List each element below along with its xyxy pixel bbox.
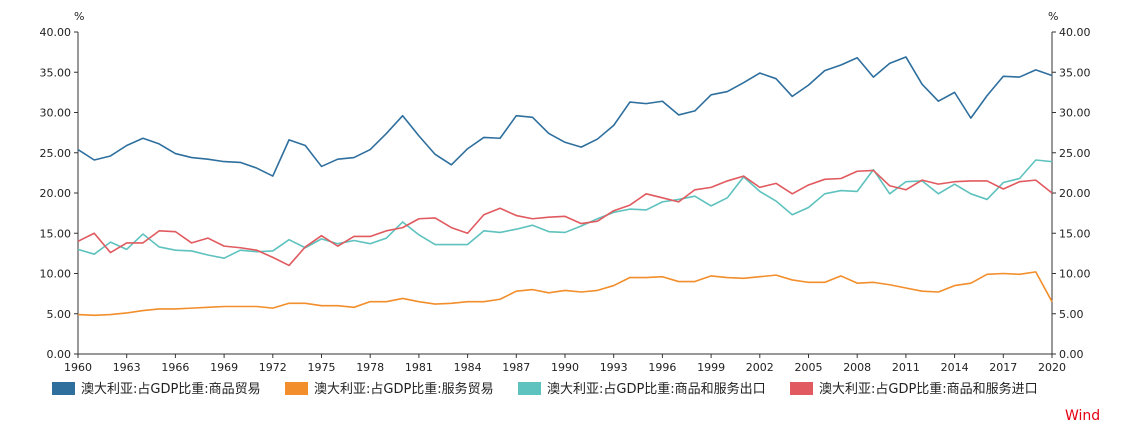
left-y-tick-label: 30.00: [40, 107, 72, 120]
x-tick-label: 1993: [600, 361, 628, 374]
x-tick-label: 2002: [746, 361, 774, 374]
left-y-tick-label: 5.00: [47, 308, 72, 321]
series-line-1: [77, 56, 1053, 177]
legend-label-3: 澳大利亚:占GDP比重:商品和服务出口: [547, 381, 766, 397]
x-tick-label: 1960: [64, 361, 92, 374]
x-tick-label: 2011: [892, 361, 920, 374]
left-y-tick-label: 15.00: [40, 227, 72, 240]
x-tick-label: 2005: [795, 361, 823, 374]
x-tick-label: 2014: [941, 361, 969, 374]
legend-swatch-2: [285, 382, 308, 395]
legend-label-4: 澳大利亚:占GDP比重:商品和服务进口: [819, 381, 1038, 397]
x-tick-label: 1996: [648, 361, 676, 374]
x-tick-label: 1999: [697, 361, 725, 374]
x-tick-label: 2017: [989, 361, 1017, 374]
wind-watermark: Wind: [1065, 408, 1100, 424]
right-y-tick-label: 0.00: [1059, 348, 1084, 361]
left-y-tick-label: 0.00: [47, 348, 72, 361]
x-tick-label: 1984: [454, 361, 482, 374]
legend-swatch-4: [790, 382, 813, 395]
series-line-2: [77, 271, 1053, 317]
left-y-tick-label: 20.00: [40, 187, 72, 200]
x-tick-label: 1966: [161, 361, 189, 374]
x-tick-label: 2020: [1038, 361, 1066, 374]
right-axis-unit: %: [1048, 10, 1058, 23]
right-y-tick-label: 5.00: [1059, 308, 1084, 321]
right-y-tick-label: 40.00: [1059, 26, 1091, 39]
right-y-tick-label: 25.00: [1059, 147, 1091, 160]
right-y-tick-label: 30.00: [1059, 107, 1091, 120]
left-axis-unit: %: [74, 10, 84, 23]
left-y-tick-label: 25.00: [40, 147, 72, 160]
x-tick-label: 1981: [405, 361, 433, 374]
right-y-tick-label: 15.00: [1059, 227, 1091, 240]
x-tick-label: 1963: [113, 361, 141, 374]
right-y-tick-label: 10.00: [1059, 268, 1091, 281]
x-tick-label: 1990: [551, 361, 579, 374]
legend-label-2: 澳大利亚:占GDP比重:服务贸易: [314, 381, 494, 397]
left-y-tick-label: 35.00: [40, 66, 72, 79]
series-line-3: [77, 159, 1053, 260]
x-tick-label: 1969: [210, 361, 238, 374]
legend-swatch-3: [518, 382, 541, 395]
x-tick-label: 1978: [356, 361, 384, 374]
series-line-4: [77, 169, 1053, 267]
x-tick-label: 2008: [843, 361, 871, 374]
x-tick-label: 1987: [502, 361, 530, 374]
x-tick-label: 1975: [308, 361, 336, 374]
x-tick-label: 1972: [259, 361, 287, 374]
right-y-tick-label: 20.00: [1059, 187, 1091, 200]
legend: 澳大利亚:占GDP比重:商品贸易 澳大利亚:占GDP比重:服务贸易 澳大利亚:占GD…: [52, 381, 1038, 397]
legend-swatch-1: [52, 382, 75, 395]
left-y-tick-label: 40.00: [40, 26, 72, 39]
series-lines: [77, 56, 1053, 317]
legend-label-1: 澳大利亚:占GDP比重:商品贸易: [81, 381, 261, 397]
right-y-tick-label: 35.00: [1059, 66, 1091, 79]
left-y-tick-label: 10.00: [40, 268, 72, 281]
axes: 0.00 0.00 5.00 5.00 10.00 10.00 15.00 15.00 20.0…: [40, 26, 1091, 374]
